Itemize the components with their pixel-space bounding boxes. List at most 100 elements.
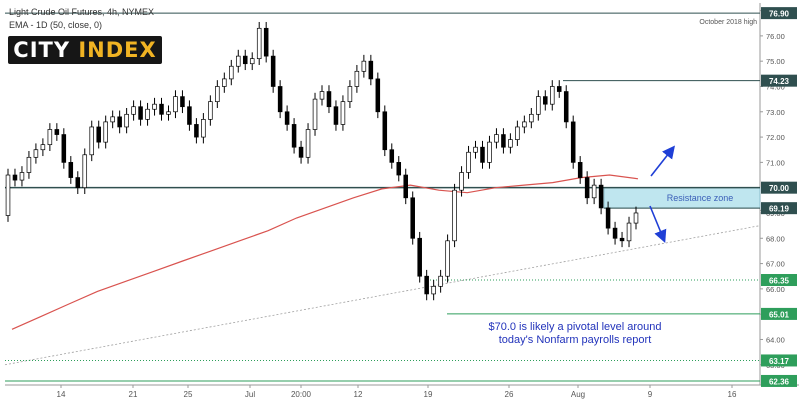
- level-label-7: 62.36: [769, 377, 790, 386]
- level-label-bg-7: [761, 374, 797, 387]
- x-tick-label-10: 16: [728, 390, 737, 399]
- candle-body-90: [633, 212, 639, 224]
- candle-body-47: [333, 106, 339, 125]
- candle-body-55: [389, 149, 395, 163]
- candle-body-5: [40, 144, 46, 151]
- level-label-2: 70.00: [769, 184, 790, 193]
- candle-body-17: [124, 113, 129, 128]
- candle-body-26: [187, 106, 192, 125]
- candle-body-83: [584, 177, 590, 199]
- y-tick-label-11: 74.00: [766, 82, 785, 91]
- candle-body-45: [319, 91, 325, 100]
- x-tick-label-5: 12: [354, 390, 363, 399]
- indicator-label: EMA - 1D (50, close, 0): [9, 20, 103, 30]
- level-label-5: 65.01: [769, 310, 790, 319]
- x-tick-label-1: 21: [129, 390, 138, 399]
- candle-body-71: [501, 134, 506, 148]
- candle-body-46: [326, 91, 332, 108]
- candle-body-31: [222, 78, 227, 87]
- candle-body-21: [152, 103, 157, 110]
- candle-body-35: [249, 58, 255, 65]
- candle-body-19: [138, 106, 143, 120]
- y-tick-label-5: 68.00: [766, 234, 785, 243]
- candle-body-60: [424, 275, 429, 295]
- candle-body-41: [291, 124, 297, 148]
- level-label-6: 63.17: [769, 357, 790, 366]
- candle-body-73: [515, 126, 520, 140]
- level-label-1: 74.23: [769, 77, 790, 86]
- resistance-zone-label: Resistance zone: [667, 193, 734, 203]
- candle-body-33: [235, 55, 241, 67]
- logo-word-city: CITY: [13, 38, 71, 62]
- candle-body-63: [445, 240, 450, 277]
- candle-body-8: [61, 134, 67, 163]
- level-note: October 2018 high: [699, 19, 757, 26]
- y-tick-label-13: 76.00: [766, 32, 785, 41]
- x-tick-label-4: 20:00: [291, 390, 312, 399]
- candle-body-39: [277, 86, 283, 113]
- level-label-bg-6: [761, 354, 797, 367]
- candle-body-72: [508, 139, 513, 148]
- candle-body-7: [54, 129, 60, 135]
- candle-body-18: [131, 106, 136, 115]
- x-tick-label-0: 14: [57, 390, 66, 399]
- x-tick-label-8: Aug: [571, 390, 585, 399]
- y-tick-label-12: 75.00: [766, 57, 785, 66]
- y-tick-label-4: 67.00: [766, 260, 785, 269]
- candle-body-2: [19, 172, 25, 181]
- candle-body-78: [549, 86, 555, 105]
- logo-word-index: INDEX: [78, 38, 157, 62]
- candle-body-15: [110, 116, 115, 123]
- y-tick-label-8: 71.00: [766, 158, 785, 167]
- chart-title: Light Crude Oil Futures, 4h, NYMEX: [9, 7, 155, 17]
- y-tick-label-3: 66.00: [766, 285, 785, 294]
- candle-body-50: [354, 70, 360, 87]
- candle-body-37: [263, 27, 269, 57]
- candle-body-23: [166, 111, 171, 115]
- candle-body-30: [215, 86, 220, 103]
- candle-body-29: [208, 101, 213, 120]
- candle-body-28: [201, 119, 206, 138]
- brand-logo: CITY INDEX: [8, 36, 162, 64]
- arrow-down: [649, 205, 667, 243]
- level-label-bg-1: [761, 74, 797, 87]
- annotation-line-1: today's Nonfarm payrolls report: [499, 334, 652, 346]
- x-tick-label-6: 19: [424, 390, 433, 399]
- candle-body-59: [417, 237, 422, 277]
- arrow-up: [650, 145, 675, 177]
- candle-body-6: [47, 129, 53, 146]
- y-tick-label-10: 73.00: [766, 108, 785, 117]
- candle-body-81: [570, 121, 576, 163]
- x-tick-label-2: 25: [184, 390, 193, 399]
- candle-body-62: [438, 275, 443, 287]
- ema-line: [11, 174, 639, 330]
- candle-body-44: [312, 98, 318, 130]
- candle-body-84: [591, 184, 597, 199]
- candle-body-12: [89, 126, 95, 156]
- candle-body-87: [612, 227, 618, 239]
- candle-body-43: [305, 129, 311, 158]
- candle-body-54: [382, 111, 388, 151]
- candle-body-38: [270, 55, 276, 87]
- candle-body-42: [298, 146, 304, 158]
- level-label-bg-0: [761, 7, 797, 20]
- candle-body-14: [103, 121, 108, 143]
- annotation-line-0: $70.0 is likely a pivotal level around: [488, 321, 661, 333]
- candle-body-69: [487, 141, 492, 163]
- level-label-4: 66.35: [769, 277, 790, 286]
- candle-body-68: [480, 146, 485, 163]
- candle-body-48: [340, 101, 346, 125]
- candle-body-20: [145, 108, 150, 120]
- candle-body-85: [598, 184, 604, 209]
- candle-body-53: [375, 78, 381, 113]
- candle-body-52: [368, 60, 374, 80]
- candle-body-70: [494, 134, 499, 143]
- candle-body-49: [347, 86, 353, 103]
- candle-body-79: [556, 86, 562, 92]
- candle-body-10: [75, 177, 81, 189]
- candle-body-4: [33, 149, 39, 158]
- candle-body-27: [194, 124, 199, 138]
- candle-body-82: [577, 162, 583, 178]
- candle-body-40: [284, 111, 290, 125]
